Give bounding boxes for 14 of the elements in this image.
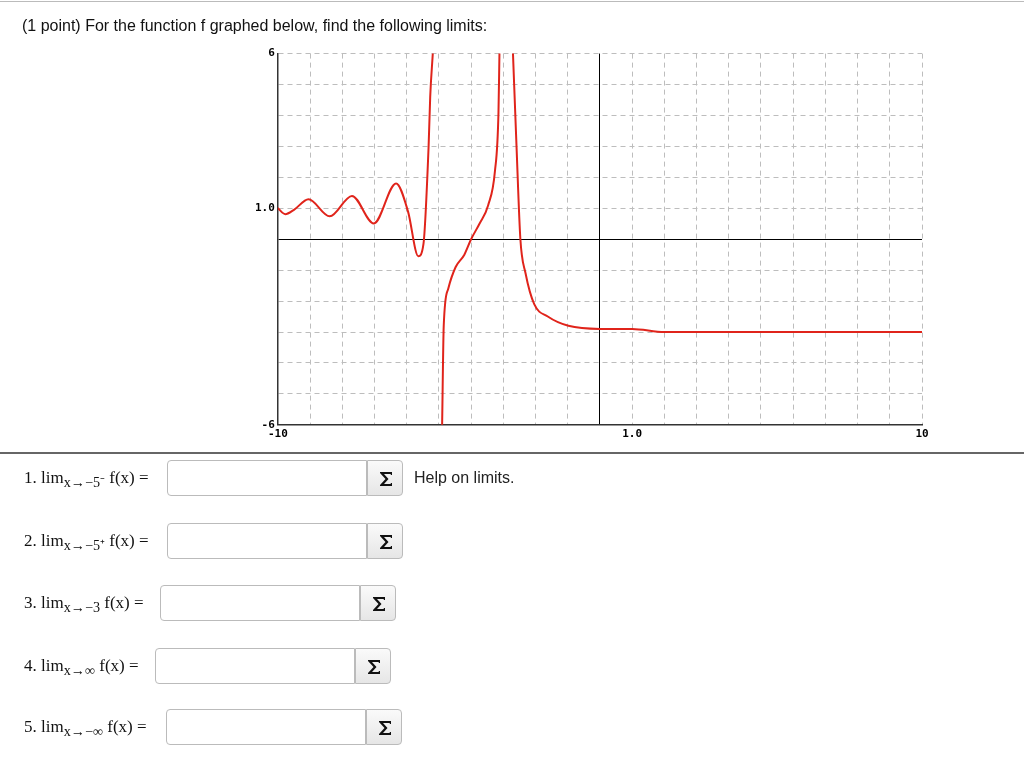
x-tick-label: 10 [915, 427, 929, 441]
text: 3. lim$_{x→−3}$ f(x) = [24, 593, 144, 617]
y-tick-label: 1.0 [254, 201, 275, 215]
line-series [277, 53, 434, 258]
y-tick-label: 6 [268, 46, 276, 60]
chart-title: (1 point) For the function f graphed below, find the following limits: [22, 17, 488, 35]
line-series [441, 53, 501, 425]
text: 5. lim$_{x→−∞}$ f(x) = [24, 717, 147, 741]
text: Help on limits. [414, 469, 515, 487]
text: 1. lim$_{x→−5⁻}$ f(x) = [24, 468, 149, 492]
line-series [511, 53, 922, 333]
text: 4. lim$_{x→∞}$ f(x) = [24, 656, 139, 680]
x-tick-label: 1.0 [622, 427, 643, 441]
text: 2. lim$_{x→−5⁺}$ f(x) = [24, 531, 149, 555]
